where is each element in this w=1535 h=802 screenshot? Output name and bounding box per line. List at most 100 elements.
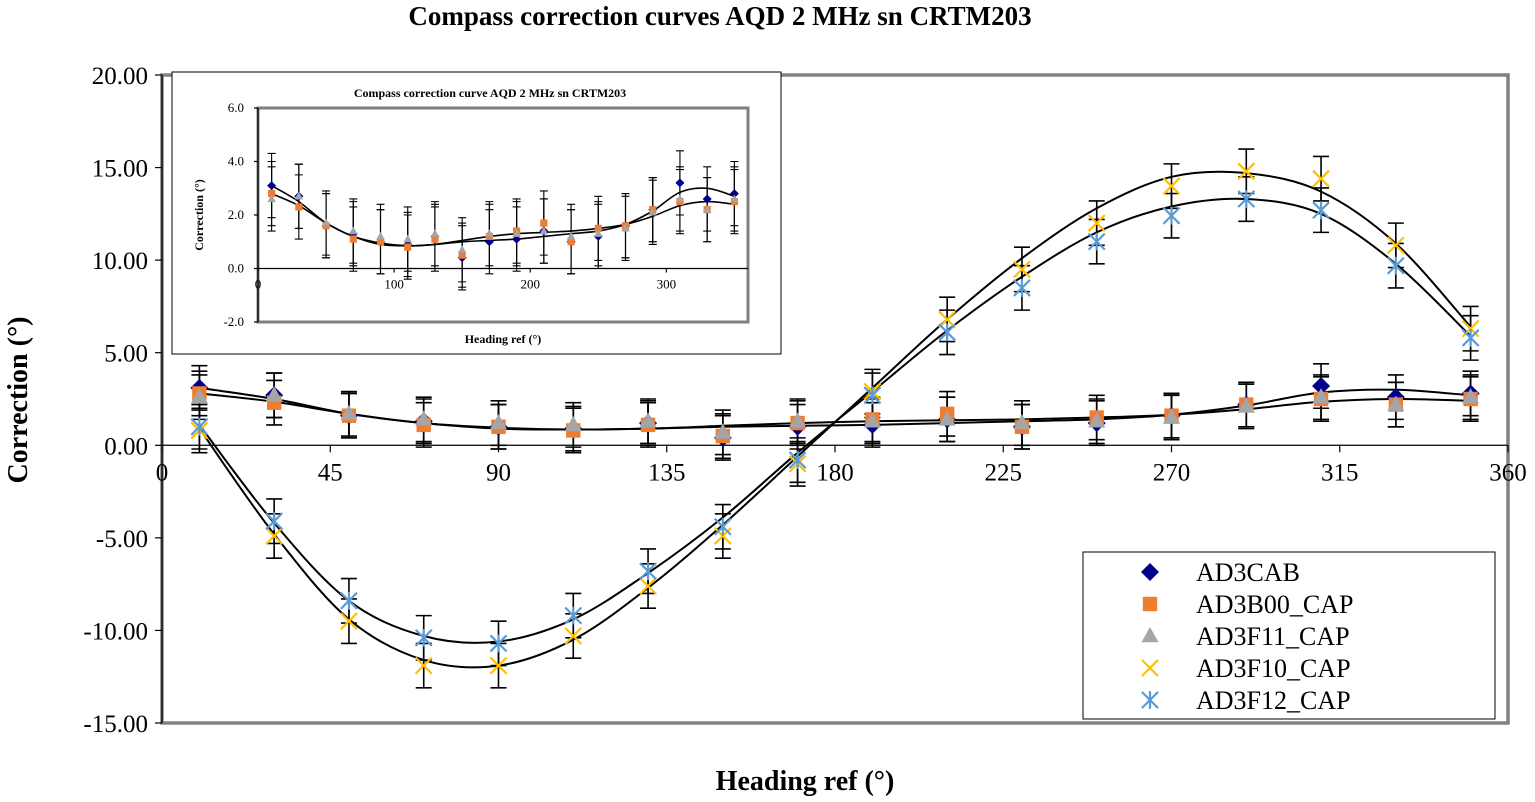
data-point-ad3f11-cap (190, 388, 208, 404)
inset-data-point-ad3f11-cap (376, 231, 385, 240)
data-point-ad3f11-cap (1237, 397, 1255, 413)
inset-data-point-ad3b00-cap (295, 203, 303, 211)
inset-data-point-ad3f11-cap (457, 245, 467, 253)
data-point-ad3f10-cap (1237, 162, 1256, 181)
series-ad3f11-cap (190, 386, 1480, 439)
inset-data-point-ad3b00-cap (431, 235, 439, 243)
data-point-ad3f10-cap (489, 656, 508, 675)
inset-data-point-ad3f11-cap (621, 223, 630, 232)
error-bars-ad3f11-cap (191, 372, 1479, 456)
inset-data-point-ad3b00-cap (268, 190, 276, 198)
inset-data-point-ad3f11-cap (267, 194, 276, 203)
data-point-ad3f11-cap (789, 412, 807, 428)
data-point-ad3f11-cap (1462, 388, 1480, 404)
data-point-ad3f10-cap (265, 527, 284, 545)
inset-data-point-ad3cab (675, 178, 685, 188)
data-point-ad3f12-cap (788, 451, 807, 470)
inset-data-point-ad3f11-cap (294, 191, 304, 200)
y-tick-label: 5.00 (104, 341, 148, 368)
inset-data-point-ad3b00-cap (567, 238, 575, 246)
data-point-ad3f12-cap (564, 606, 583, 625)
inset-data-point-ad3f11-cap (566, 231, 576, 240)
data-point-ad3f11-cap (714, 423, 732, 439)
data-point-ad3f10-cap (414, 656, 433, 675)
inset-data-point-ad3f11-cap (730, 194, 739, 203)
data-point-ad3f11-cap (340, 404, 358, 421)
inset-x-tick-label: 200 (520, 277, 540, 292)
data-point-ad3f11-cap (564, 415, 582, 432)
y-tick-label: 20.00 (92, 63, 148, 90)
data-point-ad3f12-cap (639, 562, 657, 581)
inset-data-point-ad3cab (729, 189, 739, 199)
data-point-ad3f11-cap (639, 412, 657, 428)
data-point-ad3f11-cap (938, 410, 956, 426)
x-tick-label: 90 (486, 459, 511, 486)
data-point-ad3f10-cap (564, 627, 583, 645)
data-point-ad3f12-cap (938, 323, 957, 342)
series-ad3f12-cap (190, 190, 1480, 653)
data-point-ad3f10-cap (340, 612, 358, 631)
legend-label: AD3B00_CAP (1196, 590, 1353, 619)
data-point-ad3f11-cap (1013, 414, 1031, 430)
data-point-ad3f12-cap (340, 591, 358, 610)
y-tick-label: 15.00 (92, 156, 148, 183)
inset-y-tick-label: -2.0 (223, 314, 244, 329)
inset-data-point-ad3f11-cap (430, 229, 440, 237)
inset-data-point-ad3f11-cap (512, 229, 521, 237)
data-point-ad3f12-cap (265, 512, 284, 531)
data-point-ad3f10-cap (1312, 169, 1330, 188)
inset-data-point-ad3b00-cap (458, 251, 466, 259)
y-tick-label: 10.00 (92, 248, 148, 275)
inset-y-tick-label: 2.0 (228, 207, 244, 222)
inset-plot: 6.0 4.0 2.0 0.0 -2.0 0 100 200 300 (223, 100, 750, 329)
data-point-ad3f12-cap (1013, 279, 1031, 297)
data-point-ad3f12-cap (489, 634, 508, 653)
data-point-ad3f11-cap (415, 410, 433, 426)
data-point-ad3f10-cap (1013, 260, 1031, 279)
inset-data-point-ad3b00-cap (376, 238, 385, 246)
series-ad3cab (190, 377, 1480, 447)
legend-label: AD3F11_CAP (1196, 622, 1350, 651)
legend-item-ad3f12-cap: AD3F12_CAP (1141, 686, 1351, 715)
inset-y-axis-label: Correction (°) (192, 179, 206, 251)
x-tick-label: 315 (1321, 459, 1359, 486)
inset-data-point-ad3b00-cap (540, 219, 548, 227)
legend-marker-ad3b00-cap (1142, 596, 1158, 612)
inset-data-point-ad3b00-cap (404, 243, 412, 251)
inset-x-tick-label: 100 (384, 277, 404, 292)
data-point-ad3f11-cap (265, 386, 283, 402)
inset-data-point-ad3f11-cap (403, 234, 412, 243)
trend-curve-ad3f12-cap-trend (198, 197, 1472, 644)
legend-marker-ad3f12-cap (1141, 691, 1159, 709)
x-axis-label: Heading ref (°) (716, 766, 895, 797)
series-ad3b00-cap (192, 386, 1478, 444)
chart-title: Compass correction curves AQD 2 MHz sn C… (408, 1, 1031, 31)
x-tick-label: 0 (156, 459, 169, 486)
legend-label: AD3F12_CAP (1196, 686, 1351, 715)
data-point-ad3f10-cap (1087, 214, 1106, 232)
data-point-ad3f11-cap (1387, 395, 1405, 411)
inset-background (171, 71, 782, 355)
data-point-ad3f11-cap (489, 414, 508, 430)
x-tick-label: 360 (1489, 459, 1527, 486)
inset-x-tick-label: 300 (657, 277, 677, 292)
legend-item-ad3f11-cap: AD3F11_CAP (1141, 622, 1350, 651)
x-tick-label: 225 (985, 459, 1023, 486)
y-tick-label: -5.00 (96, 526, 148, 553)
data-point-ad3f12-cap (1237, 190, 1256, 208)
y-tick-label: 0.00 (104, 433, 148, 460)
x-tick-label: 270 (1153, 459, 1191, 486)
x-tick-label: 135 (648, 459, 686, 486)
x-tick-label: 45 (318, 459, 343, 486)
inset-x-axis-label: Heading ref (°) (465, 332, 542, 346)
data-point-ad3f12-cap (1312, 201, 1330, 220)
inset-x-tick-label: 0 (255, 277, 262, 292)
data-point-ad3f12-cap (1087, 232, 1106, 251)
legend-marker-ad3f10-cap (1141, 659, 1159, 677)
inset-data-point-ad3f11-cap (702, 205, 712, 213)
y-tick-label: -15.00 (83, 711, 148, 738)
inset-y-tick-label: 0.0 (228, 261, 244, 276)
inset-data-point-ad3f11-cap (485, 229, 494, 237)
inset-data-point-ad3f11-cap (349, 226, 358, 235)
